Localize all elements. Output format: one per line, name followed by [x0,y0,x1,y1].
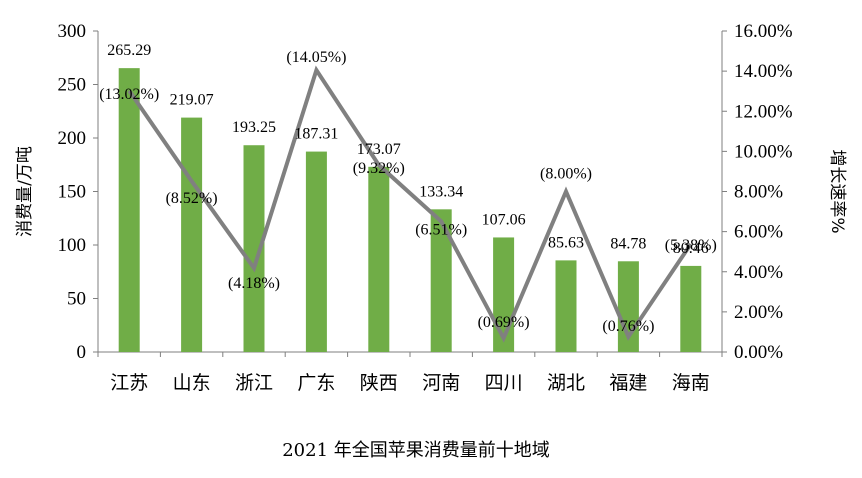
growth-value-label: (9.32%) [353,160,405,177]
bars-layer [118,68,702,353]
category-label: 陕西 [360,372,398,394]
bar-value-label: 133.34 [419,183,463,200]
bar-value-label: 84.78 [610,235,646,252]
growth-line [127,65,693,343]
category-label: 广东 [297,372,335,394]
growth-value-label: (4.18%) [228,275,280,292]
growth-line-layer [127,65,693,343]
axes-layer: 0 50 100 150 200 250 300 0.00% 2.00% 4.00% 6.00% 8.… [58,21,793,394]
growth-value-label: (8.52%) [166,190,218,207]
category-label: 浙江 [235,372,273,394]
growth-value-label: (0.76%) [602,318,654,335]
bar [243,145,265,352]
bar-value-label: 187.31 [294,126,338,143]
bar [181,117,203,353]
bar [305,151,327,352]
bar [680,265,702,352]
bar-value-label: 85.63 [548,234,584,251]
right-tick-label: 16.00% [734,21,793,42]
right-tick-label: 2.00% [734,302,783,323]
bar-value-label: 193.25 [232,119,276,136]
right-tick-label: 10.00% [734,141,793,162]
left-tick-label: 250 [58,75,87,96]
left-tick-label: 200 [58,128,87,149]
left-tick-label: 150 [58,182,87,203]
category-label: 四川 [485,372,523,394]
category-label: 江苏 [110,372,148,394]
right-tick-label: 12.00% [734,101,793,122]
bar-value-label: 265.29 [107,42,151,59]
right-tick-label: 6.00% [734,222,783,243]
growth-value-label: (8.00%) [540,166,592,183]
bar-value-label: 80.46 [673,240,709,257]
bar-value-label: 173.07 [357,141,401,158]
right-tick-label: 8.00% [734,182,783,203]
right-tick-label: 14.00% [734,61,793,82]
bar-value-label: 107.06 [482,211,526,228]
right-axis-title: 增长速率% [827,149,847,233]
category-label: 河南 [422,372,460,394]
data-labels-layer: 265.29 219.07 193.25 187.31 173.07 133.34 107.… [99,42,717,335]
bar [118,68,140,352]
bar-value-label: 219.07 [170,92,214,109]
growth-value-label: (5.38%) [665,237,717,254]
chart-title: 2021 年全国苹果消费量前十地域 [282,440,550,461]
bar [368,166,390,352]
category-label: 福建 [609,372,647,394]
growth-value-label: (0.69%) [478,314,530,331]
left-tick-label: 0 [77,342,87,363]
growth-value-label: (14.05%) [286,49,346,66]
growth-value-label: (6.51%) [415,221,467,238]
right-tick-label: 4.00% [734,262,783,283]
left-axis-title: 消费量/万吨 [15,146,35,237]
left-tick-label: 50 [67,289,86,310]
category-label: 山东 [173,372,211,394]
bar [555,260,577,352]
category-label: 湖北 [547,372,585,394]
bar [430,209,452,352]
growth-value-label: (13.02%) [99,86,159,103]
left-tick-label: 100 [58,235,87,256]
left-tick-label: 300 [58,21,87,42]
right-tick-label: 0.00% [734,342,783,363]
category-label: 海南 [672,372,710,394]
